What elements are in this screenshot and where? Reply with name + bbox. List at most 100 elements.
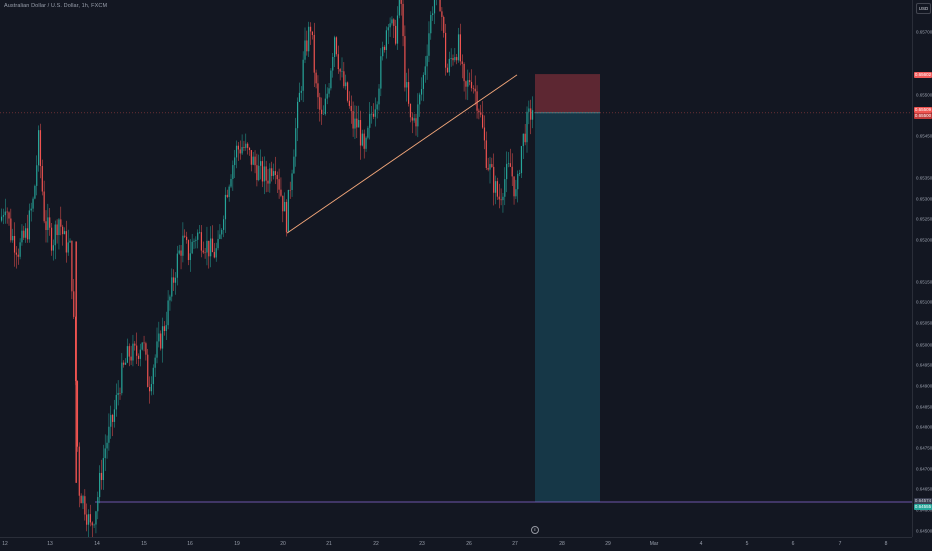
candle bbox=[247, 142, 249, 155]
time-tick: 23 bbox=[419, 541, 425, 547]
candle bbox=[524, 123, 526, 146]
time-tick: 21 bbox=[326, 541, 332, 547]
price-tick: 0.65150 bbox=[916, 279, 932, 285]
candle bbox=[87, 509, 90, 539]
candle bbox=[282, 195, 284, 223]
candle bbox=[385, 26, 387, 59]
candle bbox=[396, 6, 399, 50]
candle bbox=[163, 321, 165, 336]
candlestick-chart[interactable] bbox=[0, 0, 912, 539]
candle bbox=[271, 161, 273, 182]
candle bbox=[108, 413, 110, 451]
price-tick: 0.64900 bbox=[916, 383, 932, 389]
candle bbox=[230, 174, 232, 189]
candle bbox=[289, 181, 291, 199]
take-profit-zone[interactable] bbox=[535, 74, 600, 113]
candle bbox=[313, 22, 315, 87]
candle bbox=[110, 405, 112, 439]
candle bbox=[75, 241, 77, 483]
candle bbox=[280, 177, 282, 198]
candle bbox=[345, 74, 347, 90]
time-tick: 7 bbox=[838, 541, 842, 547]
candle bbox=[406, 72, 408, 102]
candle bbox=[204, 247, 206, 259]
time-tick: 26 bbox=[466, 541, 472, 547]
candle bbox=[50, 223, 53, 256]
candle bbox=[269, 163, 271, 193]
candle bbox=[267, 169, 269, 192]
candle bbox=[439, 0, 441, 12]
trend-line[interactable] bbox=[286, 74, 518, 234]
candle bbox=[531, 96, 534, 129]
event-marker-icon[interactable]: E bbox=[531, 526, 539, 534]
candle bbox=[261, 156, 264, 188]
candle bbox=[126, 338, 128, 364]
chart-area[interactable]: Australian Dollar / U.S. Dollar, 1h, FXC… bbox=[0, 0, 912, 539]
candle bbox=[154, 354, 156, 377]
candle bbox=[260, 149, 262, 180]
candle bbox=[284, 192, 286, 212]
symbol-title[interactable]: Australian Dollar / U.S. Dollar, 1h, FXC… bbox=[4, 3, 108, 9]
candle bbox=[450, 48, 452, 67]
candle bbox=[239, 140, 241, 160]
candle bbox=[389, 17, 391, 37]
candle bbox=[411, 112, 413, 134]
time-axis[interactable]: 12 13 14 15 16 19 20 21 22 23 26 27 28 29 Mar 4 5 6 7 8 bbox=[0, 537, 912, 551]
candle bbox=[180, 244, 182, 270]
candle bbox=[467, 69, 469, 101]
candle bbox=[200, 225, 202, 258]
stop-loss-zone[interactable] bbox=[535, 112, 600, 503]
time-tick: 20 bbox=[280, 541, 286, 547]
candle bbox=[89, 504, 91, 527]
candle bbox=[332, 52, 334, 78]
candle bbox=[502, 192, 504, 213]
price-axis[interactable]: 0.657000.656000.655000.654500.653500.653… bbox=[912, 0, 932, 537]
candle bbox=[324, 84, 326, 116]
candle bbox=[311, 31, 313, 40]
candle bbox=[265, 160, 267, 193]
candle bbox=[454, 48, 456, 63]
candle bbox=[322, 105, 325, 115]
candle bbox=[65, 220, 67, 263]
candle bbox=[413, 113, 415, 123]
candle bbox=[432, 6, 434, 21]
candle bbox=[23, 225, 25, 241]
candle bbox=[15, 246, 17, 269]
candle bbox=[395, 19, 397, 46]
candle bbox=[52, 239, 54, 261]
candle bbox=[463, 62, 465, 92]
candle bbox=[300, 86, 302, 101]
candle bbox=[234, 149, 236, 179]
candle bbox=[102, 444, 104, 490]
candle bbox=[263, 156, 265, 195]
price-tick: 0.65200 bbox=[916, 237, 932, 243]
candle bbox=[241, 134, 243, 155]
candle bbox=[193, 238, 195, 249]
candle bbox=[62, 224, 64, 246]
candle bbox=[139, 343, 141, 367]
candle bbox=[226, 189, 228, 199]
candle bbox=[319, 92, 321, 122]
candle bbox=[352, 101, 354, 137]
candle bbox=[309, 22, 312, 45]
position-tool[interactable] bbox=[535, 74, 600, 503]
candle bbox=[145, 341, 147, 361]
candle bbox=[485, 131, 487, 170]
candle bbox=[113, 399, 116, 428]
candle bbox=[38, 125, 40, 172]
candle bbox=[274, 156, 276, 185]
candle bbox=[165, 311, 167, 341]
candle bbox=[248, 146, 251, 156]
candle bbox=[128, 343, 130, 367]
currency-button[interactable]: USD bbox=[916, 3, 931, 14]
candle bbox=[93, 523, 95, 529]
candle bbox=[149, 376, 151, 404]
time-tick: 28 bbox=[559, 541, 565, 547]
candle bbox=[211, 225, 214, 253]
candle bbox=[63, 227, 66, 235]
candle bbox=[504, 167, 506, 206]
candle bbox=[372, 103, 375, 120]
candle bbox=[82, 494, 84, 510]
time-tick: 29 bbox=[605, 541, 611, 547]
candle bbox=[393, 18, 395, 38]
